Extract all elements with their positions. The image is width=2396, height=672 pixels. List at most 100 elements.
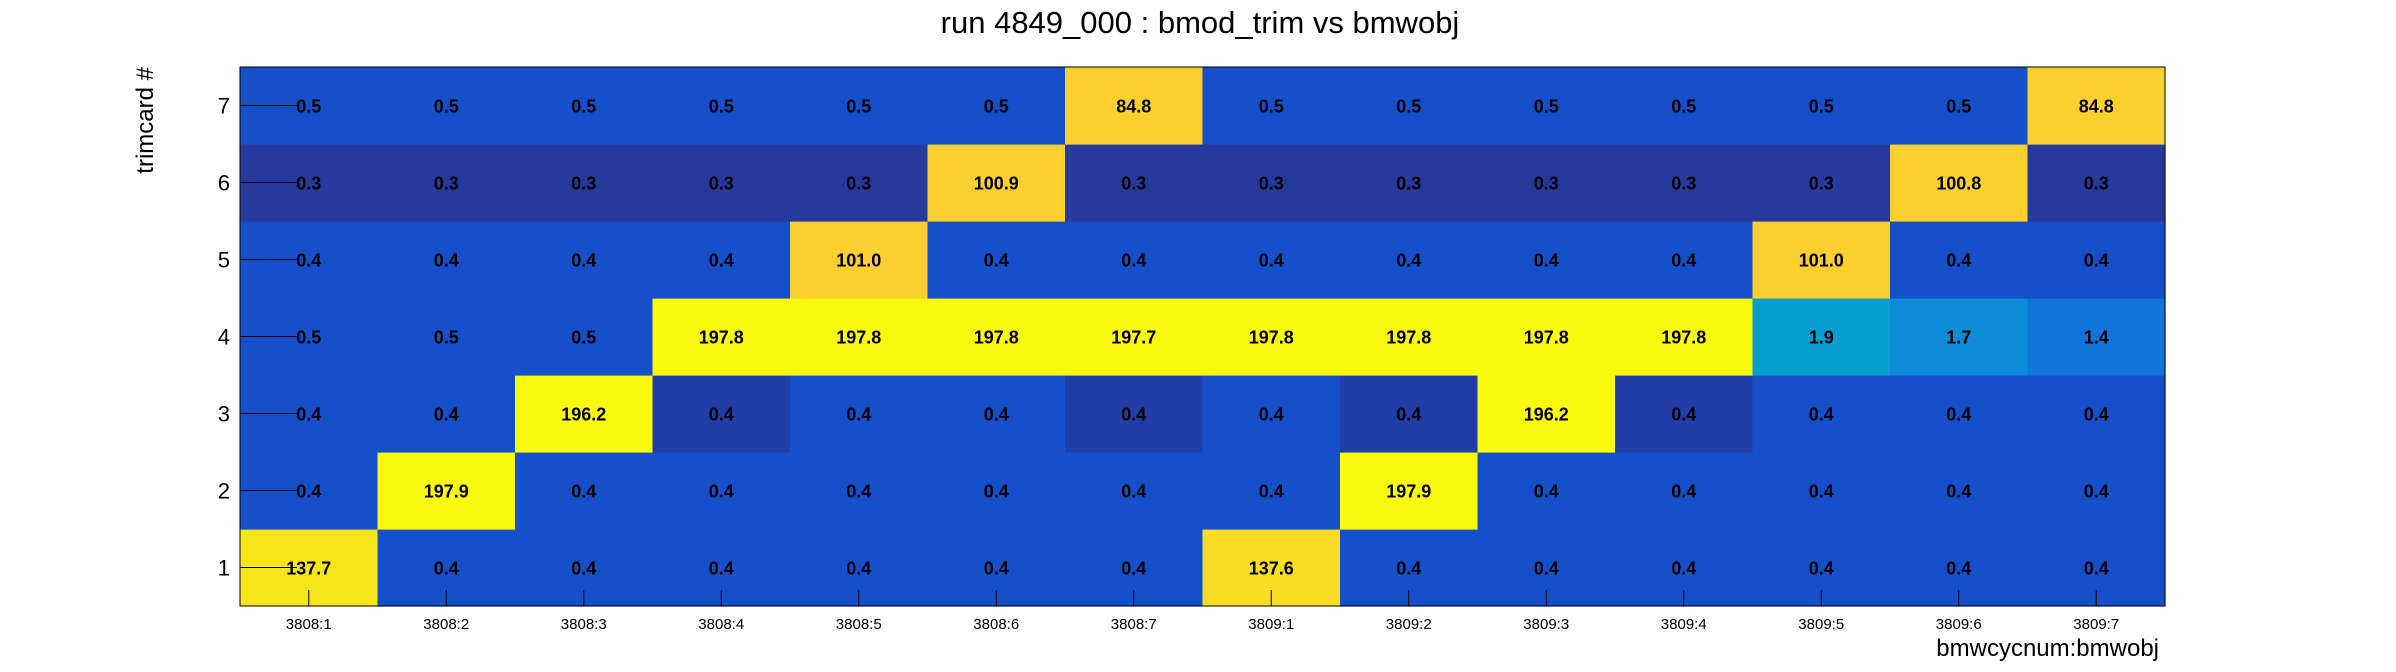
cell-value-label: 137.6: [1249, 559, 1294, 579]
heatmap-cell: [1890, 298, 2029, 376]
heatmap-cell: [515, 452, 654, 530]
cell-value-label: 0.4: [296, 405, 321, 425]
cell-value-label: 0.5: [1671, 97, 1696, 117]
cell-value-label: 0.4: [1121, 559, 1146, 579]
cell-value-label: 197.8: [1386, 328, 1431, 348]
heatmap-cell: [652, 144, 791, 222]
heatmap-cell: [1202, 375, 1341, 453]
y-tick-label: 4: [218, 325, 230, 350]
cell-value-label: 0.5: [434, 328, 459, 348]
cell-value-label: 0.3: [1809, 174, 1834, 194]
cell-value-label: 0.3: [1259, 174, 1284, 194]
x-tick-label: 3808:4: [698, 616, 744, 633]
cell-value-label: 0.5: [1396, 97, 1421, 117]
heatmap-cell: [1615, 144, 1754, 222]
cell-value-label: 0.3: [1396, 174, 1421, 194]
cell-value-label: 0.4: [1396, 251, 1421, 271]
heatmap-cell: [1202, 452, 1341, 530]
cell-value-label: 0.4: [296, 482, 321, 502]
cell-value-label: 100.9: [974, 174, 1019, 194]
heatmap-cell: [1615, 298, 1754, 376]
cell-value-label: 0.5: [846, 97, 871, 117]
heatmap-cell: [1890, 221, 2029, 299]
cell-value-label: 84.8: [1116, 97, 1151, 117]
heatmap-cell: [1202, 298, 1341, 376]
heatmap-cell: [652, 452, 791, 530]
heatmap-cell: [790, 298, 929, 376]
cell-value-label: 0.4: [571, 482, 596, 502]
y-tick-label: 6: [218, 171, 230, 196]
heatmap-cell: [1615, 452, 1754, 530]
x-tick-label: 3808:6: [973, 616, 1019, 633]
cell-value-label: 0.4: [1121, 482, 1146, 502]
heatmap-cell: [1202, 144, 1341, 222]
cell-value-label: 0.4: [571, 559, 596, 579]
heatmap-cell: [1340, 144, 1479, 222]
cell-value-label: 0.5: [1534, 97, 1559, 117]
heatmap-cell: [377, 452, 516, 530]
cell-value-label: 0.4: [2084, 405, 2109, 425]
cell-value-label: 1.9: [1809, 328, 1834, 348]
cell-value-label: 0.5: [434, 97, 459, 117]
cell-value-label: 0.4: [434, 559, 459, 579]
cell-value-label: 0.4: [1534, 251, 1559, 271]
x-tick-label: 3809:3: [1523, 616, 1569, 633]
cell-value-label: 0.4: [1809, 482, 1834, 502]
cell-value-label: 100.8: [1936, 174, 1981, 194]
cell-value-label: 0.4: [1534, 559, 1559, 579]
cell-value-label: 197.7: [1111, 328, 1156, 348]
x-axis-title: bmwcycnum:bmwobj: [1936, 635, 2159, 662]
heatmap-cell: [2027, 67, 2166, 145]
cell-value-label: 0.3: [571, 174, 596, 194]
x-tick-label: 3808:3: [561, 616, 607, 633]
x-tick-label: 3809:1: [1248, 616, 1294, 633]
heatmap-cell: [1890, 452, 2029, 530]
heatmap-cell: [652, 67, 791, 145]
cell-value-label: 0.4: [1671, 405, 1696, 425]
heatmap-cell: [1752, 67, 1891, 145]
x-tick-label: 3809:6: [1936, 616, 1982, 633]
x-tick-label: 3808:5: [836, 616, 882, 633]
heatmap-cell: [1477, 375, 1616, 453]
heatmap-cell: [1752, 375, 1891, 453]
heatmap-cell: [790, 375, 929, 453]
cell-value-label: 0.4: [846, 482, 871, 502]
cell-value-label: 197.9: [424, 482, 469, 502]
cell-value-label: 0.4: [1671, 559, 1696, 579]
chart-title: run 4849_000 : bmod_trim vs bmwobj: [941, 5, 1460, 40]
cell-value-label: 0.4: [1396, 405, 1421, 425]
heatmap-cell: [1477, 221, 1616, 299]
heatmap-cell: [515, 144, 654, 222]
cell-value-label: 0.4: [1946, 405, 1971, 425]
cell-value-label: 197.8: [836, 328, 881, 348]
cell-value-label: 84.8: [2079, 97, 2114, 117]
heatmap-cell: [927, 375, 1066, 453]
heatmap-cell: [1065, 221, 1204, 299]
cell-value-label: 0.4: [984, 251, 1009, 271]
heatmap-cell: [377, 375, 516, 453]
heatmap-cells: 137.7 0.4 0.4 0.4 0.4 0.4 0.4 137.6 0.4 0.4 0.4 0.4…: [240, 67, 2166, 607]
cell-value-label: 0.4: [984, 482, 1009, 502]
heatmap-cell: [377, 144, 516, 222]
cell-value-label: 101.0: [836, 251, 881, 271]
cell-value-label: 0.4: [434, 405, 459, 425]
heatmap-cell: [1752, 298, 1891, 376]
cell-value-label: 0.4: [434, 251, 459, 271]
cell-value-label: 0.4: [1121, 405, 1146, 425]
cell-value-label: 196.2: [561, 405, 606, 425]
cell-value-label: 0.4: [1671, 482, 1696, 502]
heatmap-cell: [1890, 67, 2029, 145]
heatmap-cell: [1615, 221, 1754, 299]
cell-value-label: 0.3: [1121, 174, 1146, 194]
y-axis-title: trimcard #: [132, 66, 159, 173]
cell-value-label: 0.4: [709, 251, 734, 271]
heatmap-cell: [377, 298, 516, 376]
x-tick-label: 3808:2: [423, 616, 469, 633]
heatmap-cell: [1615, 375, 1754, 453]
cell-value-label: 197.8: [1249, 328, 1294, 348]
heatmap-cell: [1065, 375, 1204, 453]
cell-value-label: 0.4: [709, 405, 734, 425]
heatmap-cell: [1340, 221, 1479, 299]
y-tick-label: 7: [218, 94, 230, 119]
y-tick-label: 2: [218, 479, 230, 504]
